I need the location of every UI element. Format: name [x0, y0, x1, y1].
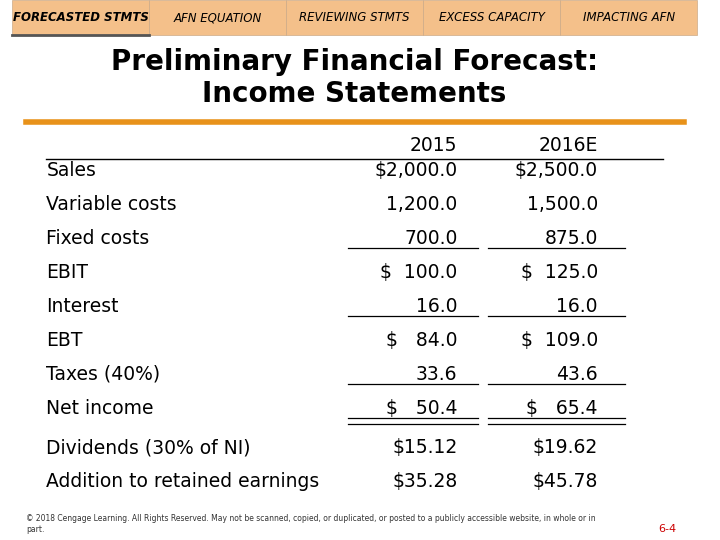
Text: 16.0: 16.0	[557, 296, 598, 316]
Text: AFN EQUATION: AFN EQUATION	[174, 11, 262, 24]
Text: Variable costs: Variable costs	[46, 194, 177, 214]
FancyBboxPatch shape	[286, 0, 423, 35]
FancyBboxPatch shape	[560, 0, 697, 35]
Text: Taxes (40%): Taxes (40%)	[46, 364, 161, 384]
Text: $35.28: $35.28	[392, 472, 457, 491]
Text: $   50.4: $ 50.4	[386, 399, 457, 418]
Text: Fixed costs: Fixed costs	[46, 228, 150, 248]
Text: $2,500.0: $2,500.0	[515, 160, 598, 180]
Text: Addition to retained earnings: Addition to retained earnings	[46, 472, 320, 491]
Text: 2015: 2015	[410, 136, 457, 156]
FancyBboxPatch shape	[149, 0, 286, 35]
Text: 2016E: 2016E	[539, 136, 598, 156]
FancyBboxPatch shape	[423, 0, 560, 35]
Text: 16.0: 16.0	[416, 296, 457, 316]
Text: $19.62: $19.62	[533, 438, 598, 457]
Text: $2,000.0: $2,000.0	[374, 160, 457, 180]
Text: Interest: Interest	[46, 296, 119, 316]
Text: 1,500.0: 1,500.0	[526, 194, 598, 214]
Text: 6-4: 6-4	[659, 523, 677, 534]
Text: $   84.0: $ 84.0	[386, 330, 457, 350]
Text: Sales: Sales	[46, 160, 96, 180]
Text: Dividends (30% of NI): Dividends (30% of NI)	[46, 438, 251, 457]
Text: 33.6: 33.6	[416, 364, 457, 384]
Text: REVIEWING STMTS: REVIEWING STMTS	[300, 11, 410, 24]
Text: IMPACTING AFN: IMPACTING AFN	[582, 11, 675, 24]
Text: FORECASTED STMTS: FORECASTED STMTS	[13, 11, 148, 24]
Text: 1,200.0: 1,200.0	[386, 194, 457, 214]
Text: 700.0: 700.0	[404, 228, 457, 248]
Text: EBT: EBT	[46, 330, 83, 350]
Text: $  109.0: $ 109.0	[521, 330, 598, 350]
Text: $45.78: $45.78	[533, 472, 598, 491]
Text: $  100.0: $ 100.0	[380, 262, 457, 282]
Text: 43.6: 43.6	[557, 364, 598, 384]
Text: Preliminary Financial Forecast:
Income Statements: Preliminary Financial Forecast: Income S…	[111, 48, 598, 109]
Text: $  125.0: $ 125.0	[521, 262, 598, 282]
FancyBboxPatch shape	[12, 0, 149, 35]
Text: 875.0: 875.0	[544, 228, 598, 248]
Text: $   65.4: $ 65.4	[526, 399, 598, 418]
Text: Net income: Net income	[46, 399, 154, 418]
Text: $15.12: $15.12	[392, 438, 457, 457]
Text: EXCESS CAPACITY: EXCESS CAPACITY	[438, 11, 544, 24]
Text: EBIT: EBIT	[46, 262, 89, 282]
Text: © 2018 Cengage Learning. All Rights Reserved. May not be scanned, copied, or dup: © 2018 Cengage Learning. All Rights Rese…	[26, 514, 595, 534]
